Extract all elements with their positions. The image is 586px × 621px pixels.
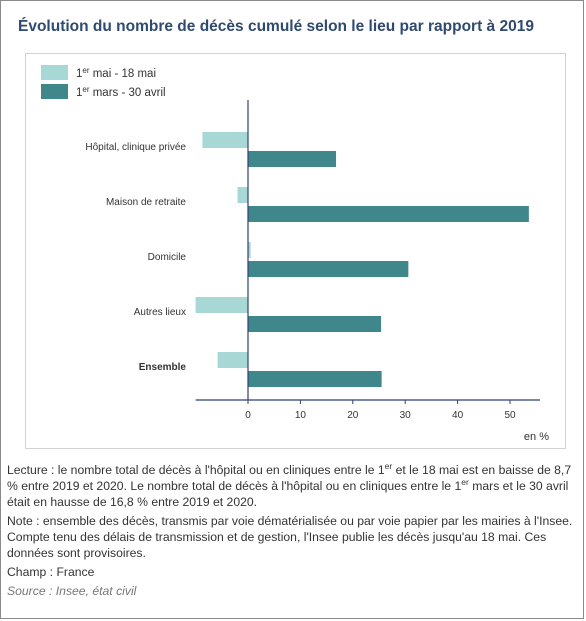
bar-2-2	[248, 206, 529, 222]
bar-2-1	[248, 151, 337, 167]
x-tick-label-2: 10	[295, 410, 307, 421]
legend-label-2: 1er mars - 30 avril	[76, 85, 166, 99]
category-label-1: Hôpital, clinique privée	[85, 142, 186, 153]
category-label-5: Ensemble	[139, 362, 187, 373]
bar-1-1	[202, 132, 248, 148]
lecture-text: Lecture : le nombre total de décès à l'h…	[7, 460, 572, 509]
bar-2-5	[248, 371, 382, 387]
bar-1-3	[248, 242, 251, 258]
category-label-3: Domicile	[148, 252, 187, 263]
bar-1-4	[195, 297, 248, 313]
bar-1-2	[237, 187, 248, 203]
note-text: Note : ensemble des décès, transmis par …	[7, 514, 573, 560]
x-tick-label-3: 20	[347, 410, 359, 421]
legend-label-1: 1er mai - 18 mai	[76, 66, 156, 80]
bar-chart: 1er mai - 18 mai 1er mars - 30 avril Hôpit…	[41, 65, 549, 443]
footnotes: Lecture : le nombre total de décès à l'h…	[7, 462, 583, 602]
x-axis-label: en %	[524, 431, 549, 443]
x-tick-label-4: 30	[400, 410, 412, 421]
x-tick-label-1: 0	[245, 410, 251, 421]
category-label-4: Autres lieux	[134, 307, 186, 318]
x-tick-label-5: 40	[452, 410, 464, 421]
legend-swatch-1	[41, 65, 68, 80]
category-label-2: Maison de retraite	[106, 197, 186, 208]
chart-area: 1er mai - 18 mai 1er mars - 30 avril Hôpit…	[25, 53, 566, 449]
x-tick-label-6: 50	[504, 410, 516, 421]
bar-2-3	[248, 261, 409, 277]
chart-title: Évolution du nombre de décès cumulé selo…	[18, 18, 534, 35]
bar-2-4	[248, 316, 382, 332]
legend-swatch-2	[41, 84, 68, 99]
bar-1-5	[217, 352, 248, 368]
source-text: Source : Insee, état civil	[7, 584, 137, 598]
champ-text: Champ : France	[7, 565, 95, 579]
